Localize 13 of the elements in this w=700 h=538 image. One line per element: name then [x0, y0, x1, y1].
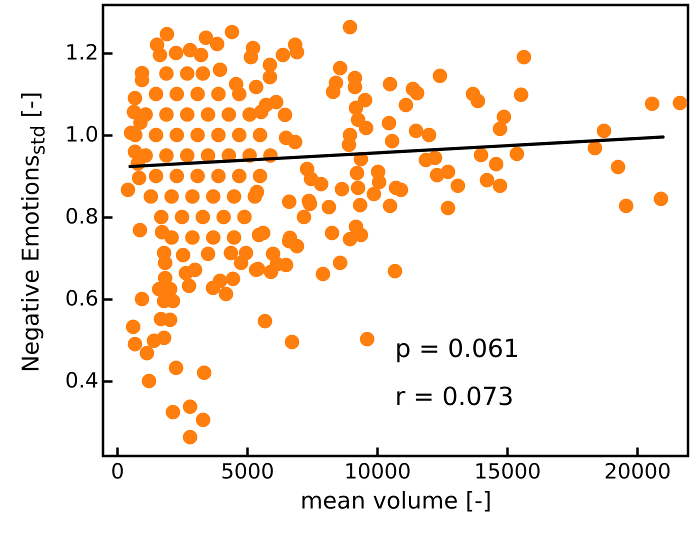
y-tick-label: 0.8	[65, 204, 98, 228]
x-tick-label: 5000	[220, 460, 274, 484]
x-tick-label: 10000	[344, 460, 411, 484]
x-tick-label: 20000	[604, 460, 671, 484]
y-tick-label: 1.2	[65, 40, 98, 64]
annotation: p = 0.061	[395, 334, 520, 363]
y-tick-label: 1.0	[65, 122, 98, 146]
annotation: r = 0.073	[395, 382, 514, 411]
x-axis-title: mean volume [-]	[300, 488, 492, 514]
x-tick-label: 15000	[474, 460, 541, 484]
y-tick-label: 0.4	[65, 368, 98, 392]
x-tick-label: 0	[110, 460, 124, 484]
y-tick-label: 0.6	[65, 286, 98, 310]
